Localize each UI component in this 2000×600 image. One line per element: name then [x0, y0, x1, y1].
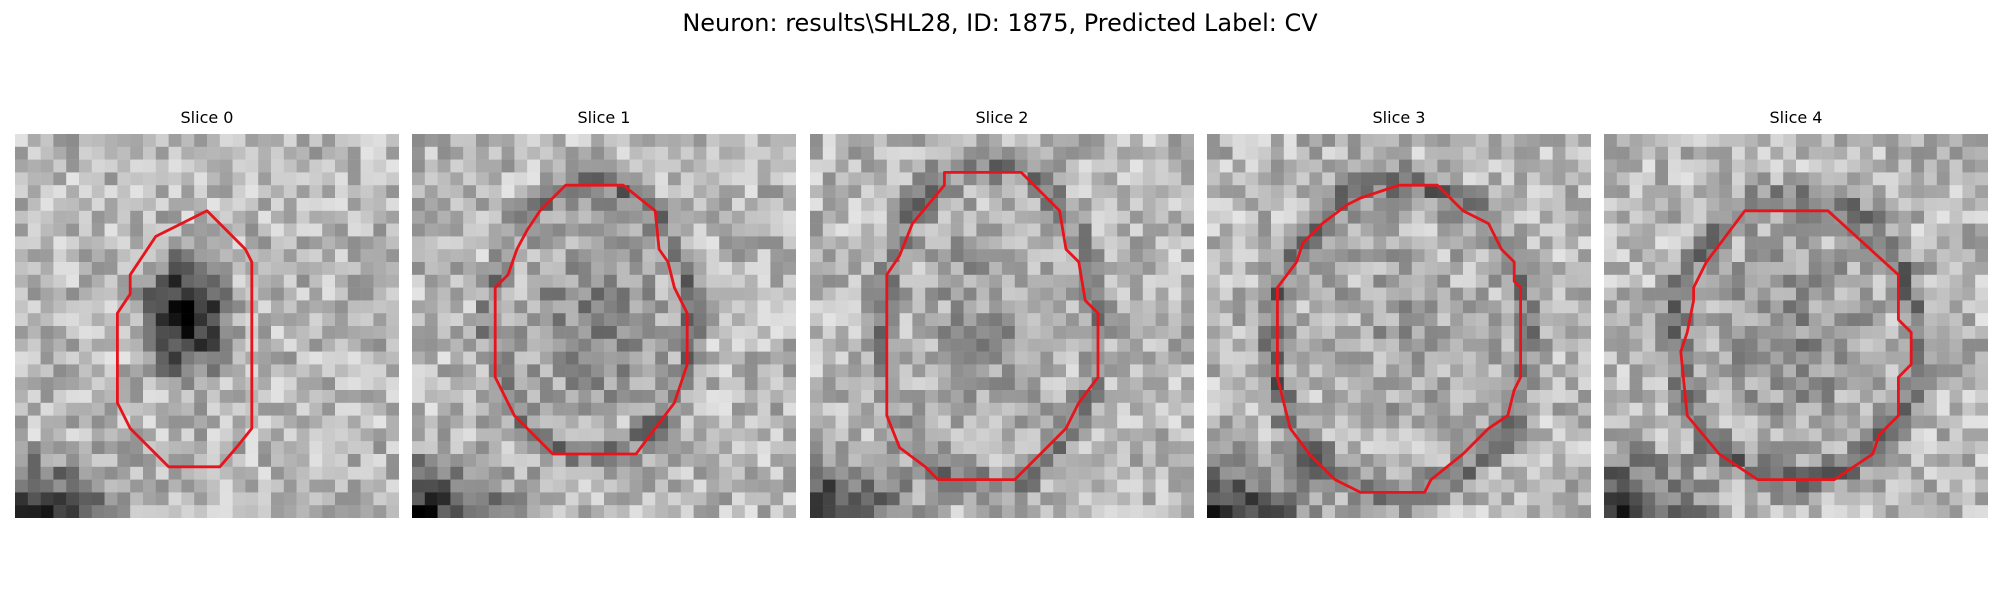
grayscale-pixels-2 [810, 134, 1194, 518]
slice-title-0: Slice 0 [180, 108, 234, 127]
red-contour-4 [1679, 209, 1913, 482]
slice-panel-2: Slice 2 [810, 108, 1194, 518]
slice-title-1: Slice 1 [577, 108, 631, 127]
grayscale-pixels-4 [1604, 134, 1988, 518]
slice-image-0 [15, 134, 399, 518]
slice-image-2 [810, 134, 1194, 518]
slice-panel-1: Slice 1 [412, 108, 796, 518]
slice-title-3: Slice 3 [1372, 108, 1426, 127]
slice-image-3 [1207, 134, 1591, 518]
slice-image-1 [412, 134, 796, 518]
grayscale-pixels-3 [1207, 134, 1591, 518]
slice-panel-4: Slice 4 [1604, 108, 1988, 518]
slice-panel-0: Slice 0 [15, 108, 399, 518]
red-contour-3 [1275, 183, 1523, 494]
slice-image-4 [1604, 134, 1988, 518]
red-contour-2 [885, 170, 1100, 482]
slice-title-4: Slice 4 [1769, 108, 1823, 127]
slice-panel-3: Slice 3 [1207, 108, 1591, 518]
red-contour-1 [493, 183, 689, 456]
grayscale-pixels-1 [412, 134, 796, 518]
slice-title-2: Slice 2 [975, 108, 1029, 127]
grayscale-pixels-0 [15, 134, 399, 518]
red-contour-0 [115, 209, 254, 469]
figure-title: Neuron: results\SHL28, ID: 1875, Predict… [682, 9, 1318, 37]
